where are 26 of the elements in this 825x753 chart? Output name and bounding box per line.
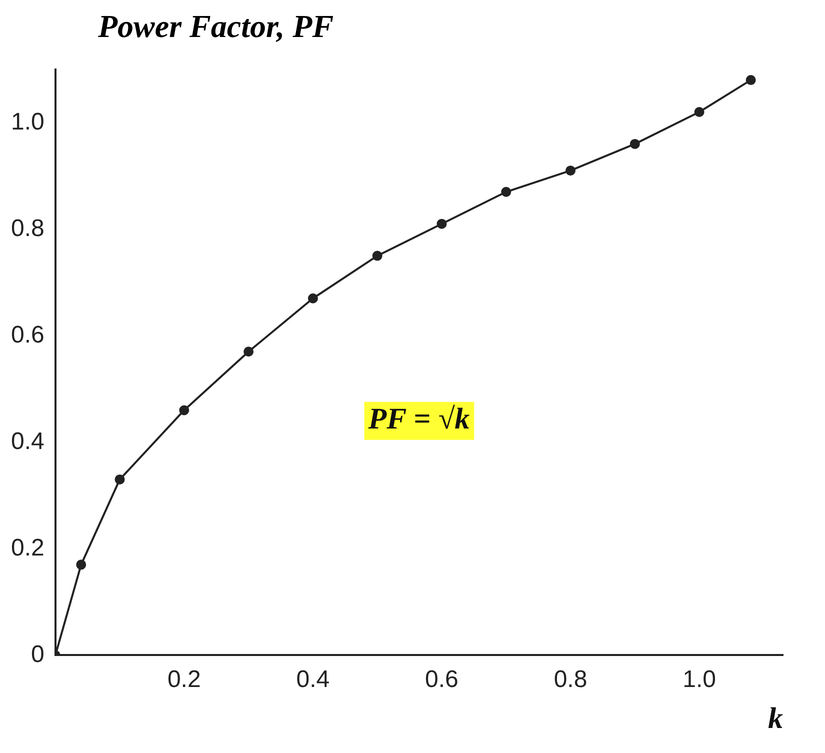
y-tick-label: 0.6: [10, 321, 44, 348]
y-tick-label: 0.8: [10, 214, 44, 242]
point: [436, 218, 447, 229]
point: [566, 166, 576, 176]
point: [501, 186, 512, 197]
y-tick-label: 0: [31, 640, 44, 668]
point: [694, 107, 704, 118]
point: [76, 560, 86, 570]
y-tick-label: 0.2: [10, 534, 44, 562]
y-axis-title: Power Factor, PF: [97, 8, 335, 46]
x-tick-label: 0.4: [296, 666, 330, 694]
point: [630, 138, 640, 149]
point: [114, 474, 125, 484]
x-axis-title: k: [768, 702, 783, 735]
point: [244, 346, 254, 357]
x-tick-label: 0.2: [167, 666, 201, 694]
point: [308, 293, 318, 304]
point: [179, 405, 190, 416]
annotation: PF = √k: [367, 402, 470, 436]
x-tick-label: 1.0: [682, 666, 716, 694]
y-tick-label: 1.0: [10, 108, 44, 136]
x-tick-label: 0.8: [554, 666, 588, 694]
point: [746, 75, 756, 86]
point: [372, 250, 382, 261]
x-tick-label: 0.6: [425, 666, 458, 694]
y-tick-label: 0.4: [10, 428, 44, 455]
